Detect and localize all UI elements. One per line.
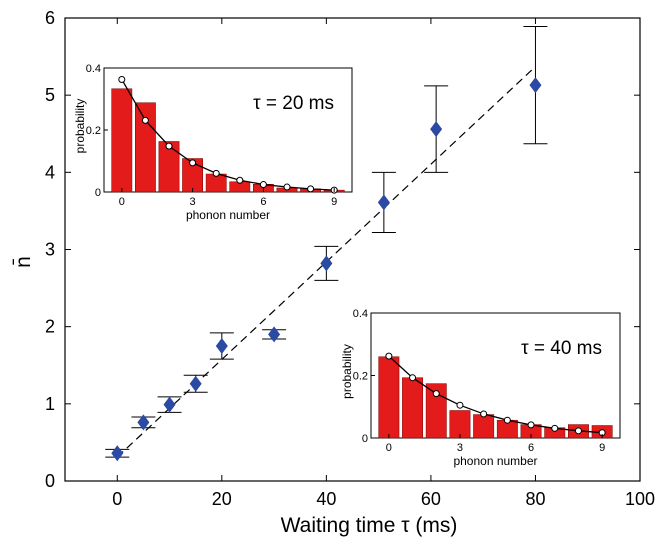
inset-fit-point-1 (409, 374, 417, 382)
data-point-4 (215, 337, 228, 354)
inset-fit-point-7 (283, 183, 291, 191)
inset-fit-point-3 (456, 401, 464, 409)
inset-fit-point-5 (236, 176, 244, 184)
x-tick-label: 40 (316, 489, 336, 509)
inset-bar-1 (402, 377, 423, 439)
inset-y-axis-title: probability (73, 99, 87, 154)
inset-bar-2 (425, 383, 447, 439)
inset-fit-curve (121, 79, 335, 191)
x-tick-label: 80 (525, 489, 545, 509)
inset-x-tick-label: 0 (386, 442, 392, 454)
data-point-9 (529, 77, 542, 94)
inset-fit-point-7 (551, 424, 559, 432)
inset-x-tick-label: 9 (599, 442, 605, 454)
data-point-6 (320, 255, 333, 272)
x-tick-label: 0 (112, 489, 122, 509)
y-tick-label: 5 (45, 85, 55, 105)
inset-fit-point-4 (480, 410, 488, 418)
inset-x-tick-label: 3 (190, 196, 196, 208)
inset-y-tick-label: 0.4 (353, 308, 368, 320)
inset-fit-point-6 (259, 181, 267, 189)
inset-x-tick-label: 6 (528, 442, 534, 454)
inset-bar-2 (158, 141, 180, 193)
inset-x-tick-label: 3 (457, 442, 463, 454)
inset-annotation: τ = 20 ms (253, 93, 334, 114)
inset-fit-point-2 (432, 390, 440, 398)
x-tick-label: 20 (212, 489, 232, 509)
y-tick-label: 0 (45, 471, 55, 491)
inset-x-axis-title: phonon number (186, 208, 270, 222)
inset-fit-point-0 (118, 75, 126, 83)
y-tick-label: 6 (45, 8, 55, 28)
inset-tau-20: 0 3 6 9 0 0.2 0.4 phonon number probability τ = 2… (73, 63, 353, 222)
inset-bar-4 (473, 414, 495, 439)
data-point-2 (163, 396, 176, 413)
y-axis-title: n̄ (12, 256, 35, 268)
inset-bar-3 (449, 410, 471, 439)
inset-fit-point-4 (212, 169, 220, 177)
inset-x-tick-label: 6 (260, 196, 266, 208)
x-tick-label: 60 (421, 489, 441, 509)
inset-y-tick-label: 0.2 (86, 125, 101, 137)
inset-fit-point-1 (141, 116, 149, 124)
x-axis-title: Waiting time τ (ms) (281, 514, 458, 537)
inset-fit-point-8 (574, 427, 582, 435)
data-point-7 (377, 194, 390, 211)
inset-fit-point-2 (165, 142, 173, 150)
inset-fit-point-8 (307, 185, 315, 193)
inset-fit-point-6 (527, 421, 535, 429)
inset-x-tick-label: 0 (119, 196, 125, 208)
inset-y-tick-label: 0 (95, 187, 101, 199)
data-point-3 (189, 375, 202, 392)
x-tick-label: 100 (625, 489, 655, 509)
data-point-5 (268, 326, 281, 343)
inset-x-tick-label: 9 (331, 196, 337, 208)
inset-fit-point-3 (189, 159, 197, 167)
inset-fit-point-0 (385, 352, 393, 360)
inset-fit-curve (388, 355, 603, 434)
inset-tau-40: 0 3 6 9 0 0.2 0.4 phonon number probability τ = 4… (340, 308, 621, 468)
y-tick-label: 1 (45, 394, 55, 414)
y-tick-label: 2 (45, 317, 55, 337)
inset-x-axis-title: phonon number (453, 454, 537, 468)
data-point-1 (137, 414, 150, 431)
inset-y-axis-title: probability (340, 344, 354, 399)
inset-fit-point-5 (503, 416, 511, 424)
inset-bar-0 (111, 88, 133, 193)
y-tick-label: 4 (45, 162, 55, 182)
data-point-8 (430, 121, 443, 138)
inset-y-tick-label: 0.2 (353, 371, 368, 383)
inset-bar-0 (378, 356, 400, 439)
inset-y-tick-label: 0.4 (86, 63, 101, 75)
inset-annotation: τ = 40 ms (521, 338, 602, 359)
inset-y-tick-label: 0 (362, 433, 368, 445)
inset-bar-1 (135, 102, 156, 193)
y-tick-label: 3 (45, 240, 55, 260)
data-point-0 (111, 445, 124, 462)
